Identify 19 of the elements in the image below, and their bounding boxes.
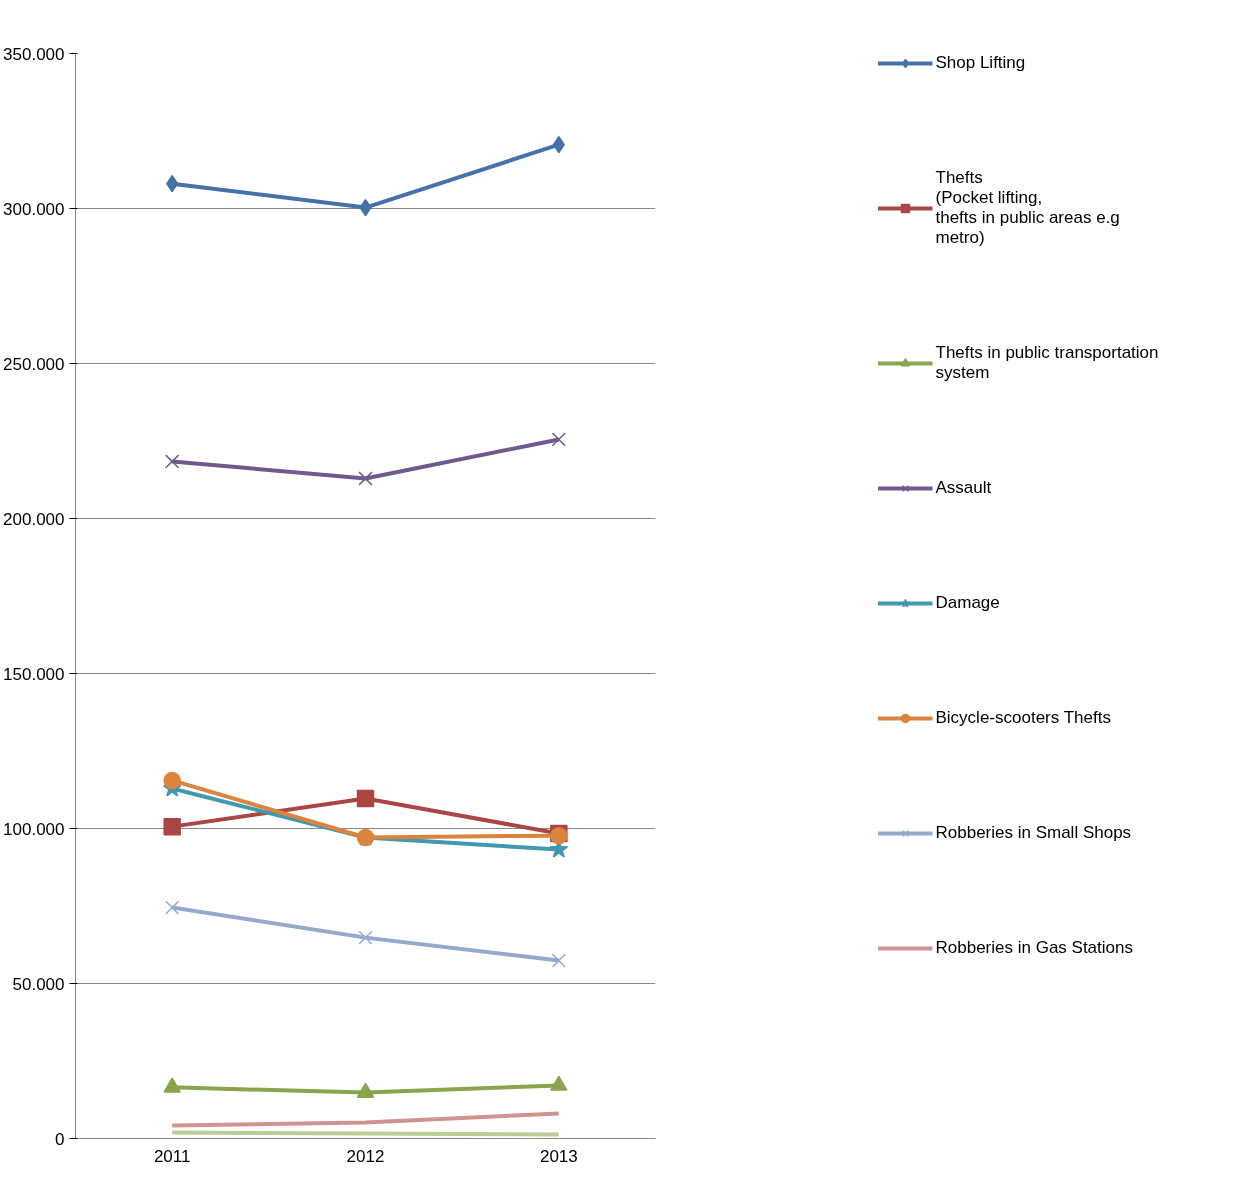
legend-label: Robberies in Small Shops [935,823,1132,843]
y-tick-label: 100.000 [3,819,65,839]
y-tick-label: 0 [55,1129,65,1149]
y-tick-label: 200.000 [3,509,65,529]
legend-label: Bicycle-scooters Thefts [935,708,1111,728]
y-tick-label: 150.000 [3,664,65,684]
legend-label: Shop Lifting [935,53,1026,73]
y-tick-label: 50.000 [12,974,65,994]
legend-label: Damage [935,593,1000,613]
legend-label: Assault [935,478,992,498]
y-tick-label: 250.000 [3,354,65,374]
x-tick-label: 2013 [539,1146,578,1166]
y-tick-label: 300.000 [3,199,65,219]
legend-label: Thefts in public transportation system [935,343,1159,383]
legend-label: Thefts (Pocket lifting, thefts in public areas e.g metro) [935,168,1120,248]
x-tick-label: 2012 [346,1146,385,1166]
x-tick-label: 2011 [153,1146,191,1166]
legend-label: Robberies in Gas Stations [935,938,1133,958]
y-tick-label: 350.000 [3,44,65,64]
